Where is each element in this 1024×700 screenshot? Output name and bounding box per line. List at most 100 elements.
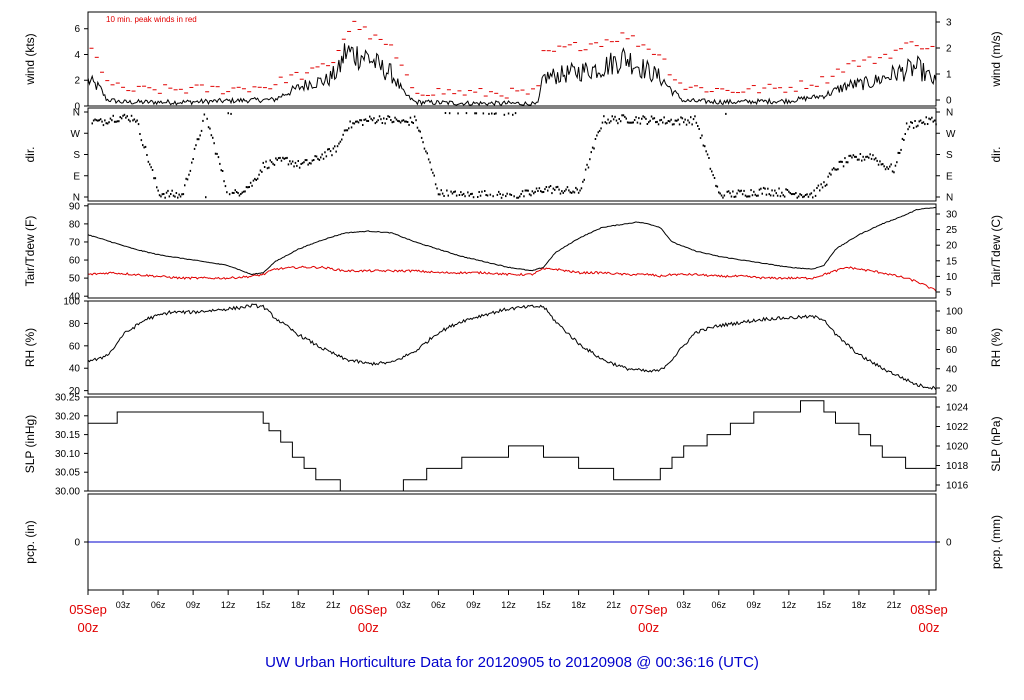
left-tick-label: 70	[69, 237, 81, 248]
direction-point	[436, 187, 438, 190]
direction-point	[889, 165, 891, 168]
direction-point	[648, 121, 650, 124]
direction-point	[565, 188, 567, 191]
direction-point	[195, 144, 197, 147]
y-axis-label-left: Tair/Tdew (F)	[23, 216, 37, 287]
left-tick-label: 30.05	[55, 468, 80, 479]
direction-point	[764, 187, 766, 190]
direction-point	[840, 160, 842, 163]
direction-point	[237, 192, 239, 194]
direction-point	[753, 190, 755, 193]
direction-point	[440, 189, 442, 192]
direction-point	[812, 196, 814, 199]
direction-point	[485, 194, 487, 196]
direction-point	[732, 190, 734, 193]
direction-point	[474, 112, 476, 115]
left-tick-label: 60	[69, 256, 81, 267]
direction-point	[534, 190, 536, 193]
direction-point	[884, 168, 887, 171]
direction-point	[388, 115, 391, 118]
direction-point	[676, 119, 678, 122]
direction-point	[876, 159, 878, 162]
direction-point	[448, 112, 451, 115]
direction-point	[526, 189, 528, 192]
direction-point	[142, 144, 144, 147]
direction-point	[900, 148, 902, 151]
left-tick-label: 0	[74, 102, 80, 113]
direction-point	[597, 131, 599, 134]
direction-point	[472, 196, 475, 199]
direction-point	[362, 124, 364, 126]
right-tick-label: S	[946, 150, 953, 161]
direction-point	[273, 163, 276, 166]
x-tick-label: 06z	[711, 600, 726, 610]
direction-point	[137, 123, 140, 126]
right-tick-label: 40	[946, 364, 958, 375]
direction-point	[537, 190, 539, 192]
direction-point	[97, 119, 99, 122]
direction-point	[547, 189, 549, 192]
direction-point	[828, 172, 831, 175]
direction-point	[336, 145, 339, 148]
direction-point	[622, 114, 625, 117]
left-tick-label: 4	[74, 50, 80, 61]
direction-point	[182, 193, 185, 196]
direction-point	[376, 120, 378, 123]
direction-point	[112, 114, 114, 117]
direction-point	[374, 122, 377, 125]
direction-point	[901, 137, 904, 140]
direction-point	[139, 133, 141, 135]
direction-point	[171, 189, 173, 192]
direction-point	[823, 181, 825, 184]
right-tick-label: N	[946, 193, 953, 204]
direction-point	[831, 168, 834, 171]
direction-point	[276, 158, 278, 161]
direction-point	[105, 122, 107, 125]
direction-point	[338, 142, 340, 145]
y-axis-label-left: RH (%)	[23, 328, 37, 367]
direction-point	[683, 121, 685, 124]
direction-point	[612, 118, 615, 121]
right-tick-label: 10	[946, 272, 958, 283]
direction-point	[380, 118, 382, 121]
direction-point	[541, 191, 543, 194]
direction-point	[790, 193, 793, 196]
direction-point	[158, 194, 161, 197]
day-hour-label: 00z	[78, 620, 99, 635]
left-tick-label: N	[73, 193, 80, 204]
direction-point	[521, 190, 524, 193]
direction-point	[181, 193, 183, 196]
direction-point	[465, 112, 468, 115]
direction-point	[306, 159, 308, 162]
direction-point	[328, 148, 330, 150]
direction-point	[325, 155, 328, 158]
direction-point	[582, 180, 584, 183]
y-axis-label-right: RH (%)	[989, 328, 1003, 367]
direction-point	[318, 158, 321, 161]
direction-point	[314, 155, 316, 158]
direction-point	[653, 117, 656, 120]
direction-point	[446, 189, 448, 192]
direction-point	[844, 157, 846, 160]
direction-point	[241, 191, 243, 194]
direction-point	[680, 116, 682, 119]
direction-point	[280, 159, 283, 162]
direction-point	[611, 115, 613, 118]
x-tick-label: 06z	[151, 600, 166, 610]
direction-point	[144, 145, 147, 148]
direction-point	[765, 193, 768, 196]
direction-point	[373, 117, 375, 120]
direction-point	[614, 115, 616, 118]
direction-point	[150, 166, 152, 169]
direction-point	[510, 194, 513, 196]
direction-point	[866, 155, 869, 158]
direction-point	[345, 129, 347, 132]
direction-point	[334, 145, 336, 148]
direction-point	[286, 156, 288, 159]
direction-point	[426, 152, 428, 155]
x-tick-label: 09z	[186, 600, 201, 610]
direction-point	[346, 129, 349, 132]
direction-point	[207, 126, 210, 129]
y-axis-label-right: SLP (hPa)	[989, 416, 1003, 471]
direction-point	[331, 154, 333, 157]
